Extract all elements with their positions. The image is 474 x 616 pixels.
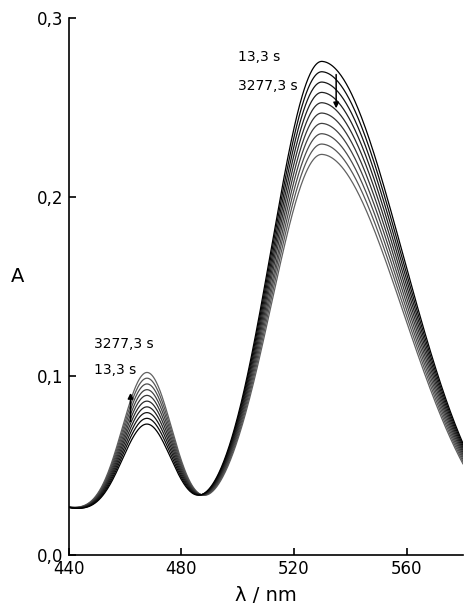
X-axis label: λ / nm: λ / nm <box>235 586 297 605</box>
Text: 13,3 s: 13,3 s <box>237 51 280 65</box>
Text: 3277,3 s: 3277,3 s <box>237 79 297 93</box>
Text: 3277,3 s: 3277,3 s <box>94 336 154 351</box>
Y-axis label: A: A <box>11 267 25 286</box>
Text: 13,3 s: 13,3 s <box>94 363 136 378</box>
